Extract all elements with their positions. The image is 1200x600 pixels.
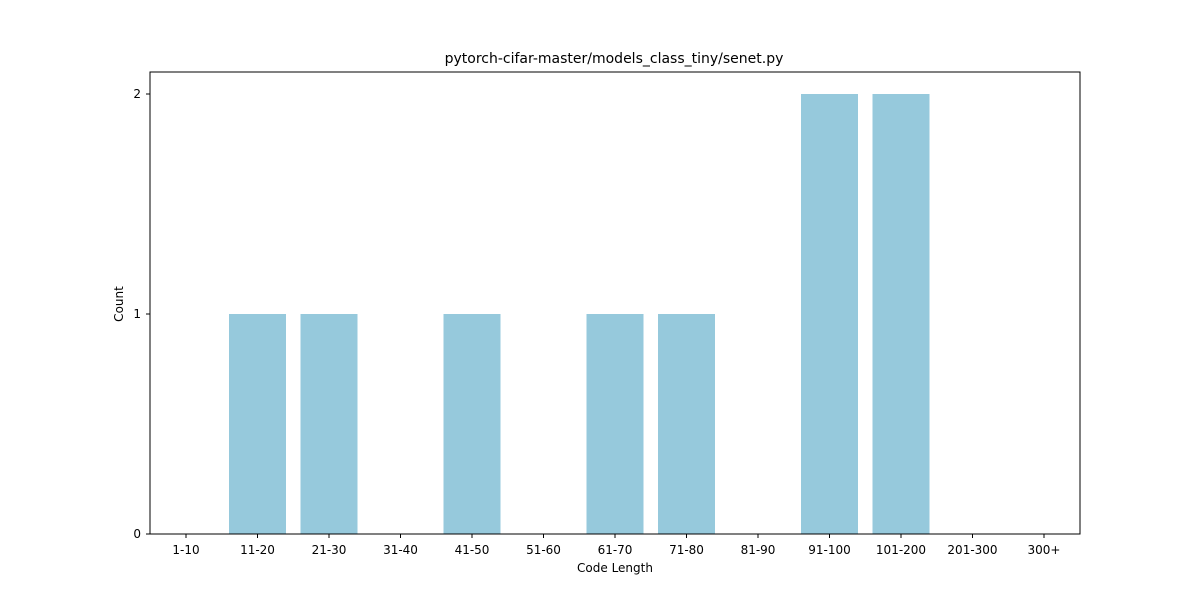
bar-11-20 [229,314,286,534]
x-tick-label: 81-90 [741,543,776,557]
bar-91-100 [801,94,858,534]
x-tick-label: 201-300 [947,543,997,557]
y-tick-label: 2 [133,87,141,101]
x-tick-label: 300+ [1028,543,1061,557]
bar-71-80 [658,314,715,534]
x-tick-label: 91-100 [808,543,851,557]
x-tick-label: 71-80 [669,543,704,557]
x-tick-label: 61-70 [598,543,633,557]
bar-21-30 [300,314,358,534]
x-tick-label: 1-10 [172,543,199,557]
y-axis: 0 1 2 [133,87,150,541]
bars-layer [229,94,930,534]
plot-frame [149,71,1081,535]
x-axis-label: Code Length [577,561,653,575]
x-axis: 1-10 11-20 21-30 31-40 41-50 51-60 61-70 71-80 8… [172,534,1060,557]
bar-41-50 [443,314,501,534]
x-tick-label: 101-200 [876,543,926,557]
y-tick-label: 0 [133,527,141,541]
x-tick-label: 41-50 [455,543,490,557]
x-tick-label: 31-40 [383,543,418,557]
chart-title: pytorch-cifar-master/models_class_tiny/s… [445,51,784,67]
y-axis-label: Count [112,286,126,322]
x-tick-label: 51-60 [526,543,561,557]
x-tick-label: 11-20 [240,543,275,557]
bar-61-70 [586,314,644,534]
x-tick-label: 21-30 [312,543,347,557]
bar-101-200 [872,94,930,534]
y-tick-label: 1 [133,307,141,321]
